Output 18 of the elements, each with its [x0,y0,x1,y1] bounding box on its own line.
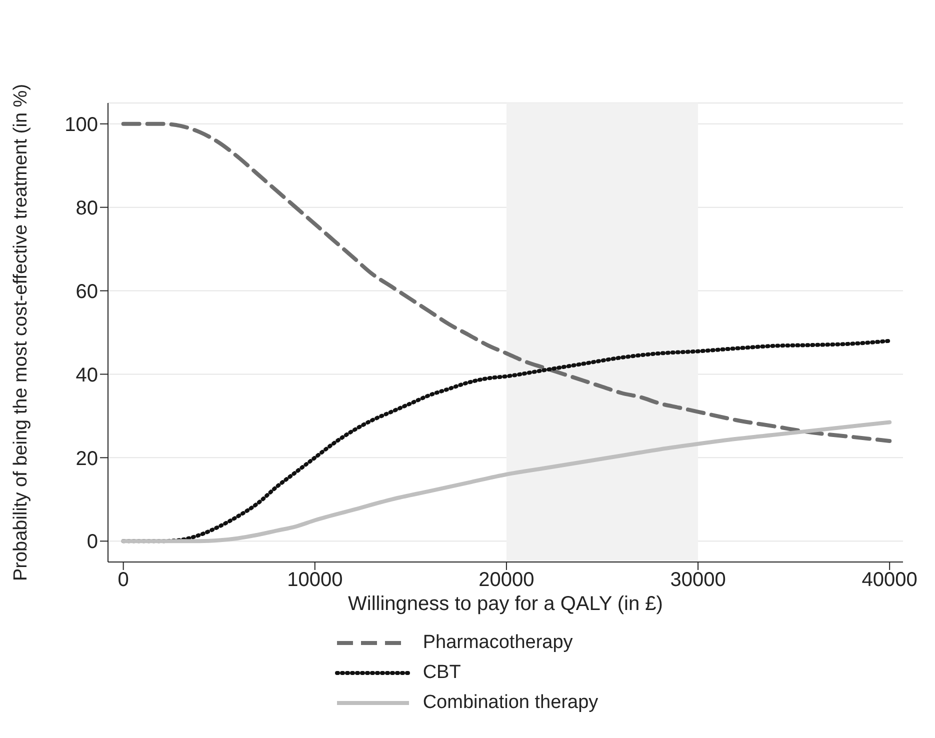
line-series [121,420,892,544]
y-tick-label: 40 [76,364,98,386]
legend-label: Combination therapy [422,692,598,714]
y-tick-label: 80 [76,197,98,220]
legend-label: CBT [422,662,461,684]
legend-label: Pharmacotherapy [422,632,573,654]
line-series [121,122,892,443]
x-axis-title: Willingness to pay for a QALY (in £) [348,593,663,615]
y-tick-label: 60 [76,280,98,303]
y-tick-label: 100 [64,114,98,136]
x-tick-label: 10000 [287,569,343,592]
y-tick-label: 0 [86,531,98,554]
x-tick-label: 20000 [478,569,534,592]
x-tick-label: 40000 [862,569,918,592]
x-tick-label: 0 [118,569,129,592]
y-axis-title: Probability of being the most cost-effective treatment (in %) [10,84,32,582]
x-tick-label: 30000 [670,569,726,592]
y-tick-label: 20 [76,448,98,470]
